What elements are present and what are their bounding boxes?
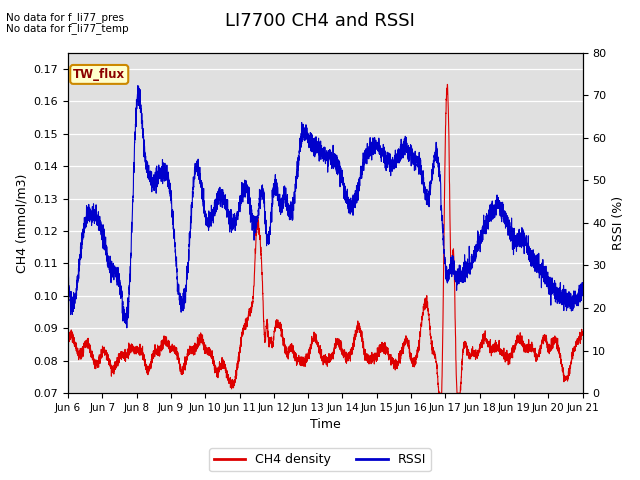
Text: TW_flux: TW_flux bbox=[73, 68, 125, 81]
X-axis label: Time: Time bbox=[310, 419, 340, 432]
Text: No data for f_li77_temp: No data for f_li77_temp bbox=[6, 23, 129, 34]
Text: LI7700 CH4 and RSSI: LI7700 CH4 and RSSI bbox=[225, 12, 415, 30]
Legend: CH4 density, RSSI: CH4 density, RSSI bbox=[209, 448, 431, 471]
Y-axis label: CH4 (mmol/m3): CH4 (mmol/m3) bbox=[15, 173, 28, 273]
Text: No data for f_li77_pres: No data for f_li77_pres bbox=[6, 12, 124, 23]
Y-axis label: RSSI (%): RSSI (%) bbox=[612, 196, 625, 250]
